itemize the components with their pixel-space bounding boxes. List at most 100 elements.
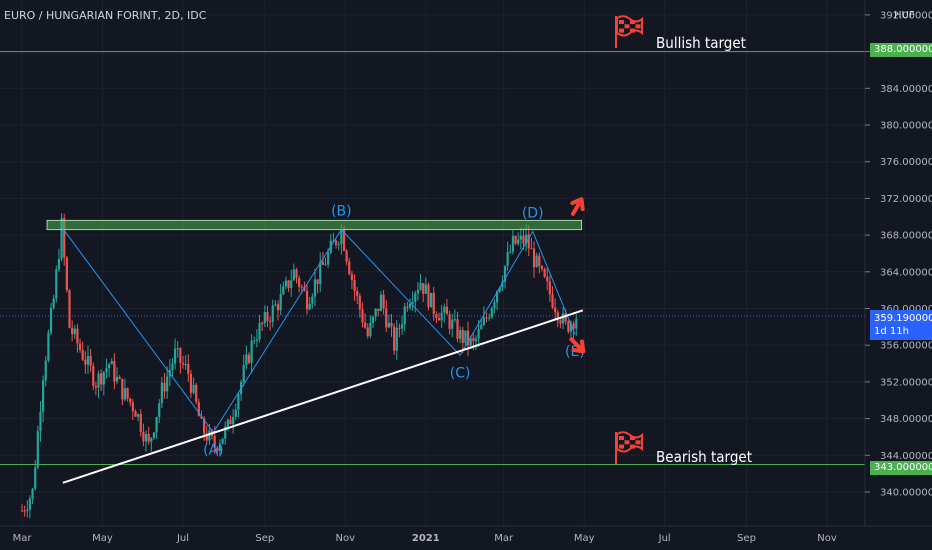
candle-body	[242, 364, 245, 383]
trendline	[62, 309, 584, 484]
candle-body	[115, 376, 119, 382]
candle-body	[509, 251, 512, 253]
candle-body	[208, 430, 211, 441]
candle-body	[94, 386, 98, 388]
candle-body	[419, 283, 422, 290]
candle-body	[474, 338, 478, 342]
pattern-point-label: (A)	[203, 442, 224, 458]
y-tick-label: 372.000000	[880, 194, 932, 205]
candle-body	[369, 323, 372, 337]
candle-body	[498, 287, 501, 292]
candle-body	[282, 286, 285, 295]
candle-body	[575, 318, 578, 329]
candle-body	[163, 382, 166, 392]
candle-body	[20, 510, 24, 512]
y-tick-label: 348.000000	[880, 414, 932, 425]
candle-body	[71, 327, 74, 335]
candle-body	[271, 305, 274, 322]
candle-body	[406, 306, 409, 308]
candle-body	[503, 266, 507, 282]
bearish-target-label: Bearish target	[656, 448, 752, 466]
up-arrow-icon	[570, 197, 585, 216]
candle-body	[121, 378, 124, 400]
candle-body	[572, 323, 575, 329]
candle-body	[477, 329, 480, 339]
candle-body	[319, 261, 322, 285]
candle-body	[189, 373, 193, 393]
candle-body	[284, 280, 288, 287]
candle-body	[63, 218, 66, 258]
candle-body	[374, 308, 377, 317]
candle-body	[171, 363, 174, 370]
candle-body	[451, 319, 454, 329]
candle-body	[453, 319, 456, 321]
candle-body	[308, 303, 311, 310]
arrow-head	[570, 197, 585, 212]
candle-body	[422, 283, 425, 294]
time-axis[interactable]: Mar May Jul Sep Nov 2021 Mar May Jul Sep Nov	[13, 533, 837, 544]
y-tick-label: 376.000000	[880, 157, 932, 168]
candle-body	[540, 266, 544, 269]
candle-body	[377, 308, 380, 312]
candle-body	[554, 307, 557, 313]
flag-cloth	[616, 431, 643, 453]
candle-body	[276, 304, 280, 311]
candle-body	[89, 355, 92, 366]
candle-body	[107, 364, 111, 369]
flag-check	[619, 28, 624, 33]
flag-check	[619, 436, 624, 440]
pattern-path	[61, 226, 576, 434]
candle-body	[440, 312, 443, 321]
candle-body	[81, 349, 84, 360]
bearish-flag-icon	[615, 431, 643, 464]
target-flags	[615, 15, 643, 464]
price-axis[interactable]: 340.000000 344.000000 348.000000 352.000000…	[865, 10, 932, 499]
candle-body	[28, 498, 32, 510]
candle-body	[482, 317, 485, 325]
bullish-flag-icon	[615, 15, 643, 48]
current-price-tag: 359.190000 1d 11h	[870, 310, 932, 340]
candle-body	[337, 244, 340, 246]
candle-body	[427, 284, 430, 308]
candle-body	[485, 317, 488, 319]
candle-body	[68, 290, 71, 328]
candle-body	[300, 286, 303, 288]
candle-body	[305, 290, 309, 310]
candle-body	[371, 316, 375, 324]
candle-body	[358, 295, 361, 310]
resistance-box	[46, 219, 583, 231]
flag-check	[630, 28, 635, 33]
candle-body	[47, 332, 50, 361]
candle-body	[292, 269, 295, 281]
candle-body	[84, 359, 87, 365]
candle-body	[321, 261, 324, 265]
candle-body	[205, 433, 208, 441]
candle-body	[408, 303, 412, 308]
candle-body	[287, 280, 290, 288]
candle-body	[340, 229, 343, 245]
x-tick-label: May	[92, 533, 113, 544]
y-tick-label: 368.000000	[880, 231, 932, 242]
candle-body	[448, 314, 451, 329]
candle-body	[126, 388, 129, 399]
candle-body	[414, 293, 417, 303]
symbol-title[interactable]: EURO / HUNGARIAN FORINT, 2D, IDC	[4, 9, 207, 22]
candle-body	[97, 373, 100, 388]
candle-body	[49, 307, 53, 333]
flag-check	[619, 444, 624, 449]
y-tick-label: 340.000000	[880, 488, 932, 499]
candle-body	[65, 257, 68, 291]
candle-body	[78, 343, 82, 350]
candle-body	[187, 363, 190, 374]
candle-body	[332, 240, 335, 242]
bullish-target-label: Bullish target	[656, 34, 746, 52]
candle-body	[166, 376, 169, 392]
candle-body	[195, 384, 198, 403]
candle-body	[110, 361, 113, 365]
candle-body	[234, 409, 237, 417]
candle-body	[472, 338, 475, 342]
candle-body	[197, 402, 200, 417]
candle-body	[334, 240, 338, 245]
candle-body	[522, 235, 525, 244]
